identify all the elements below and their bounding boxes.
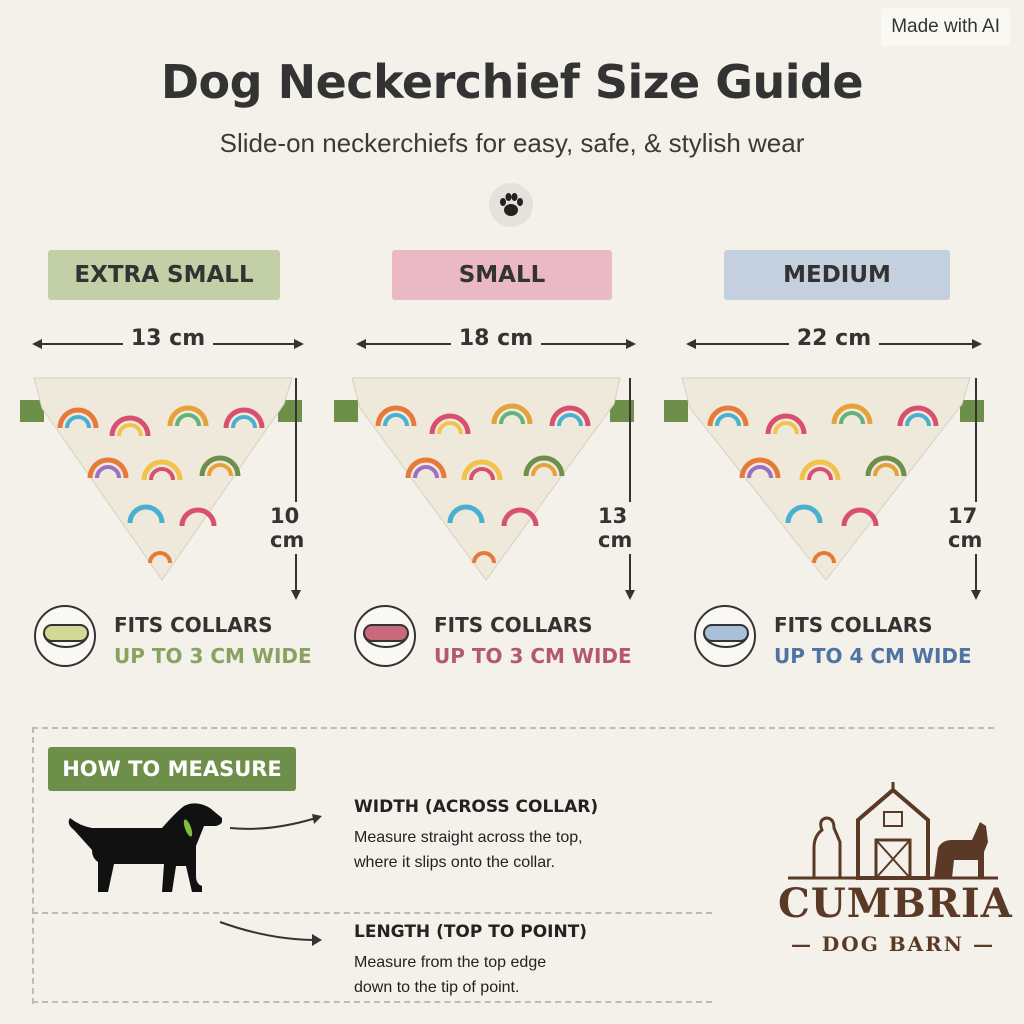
bandana-image — [664, 377, 984, 581]
collar-icon — [354, 605, 416, 667]
page-title: Dog Neckerchief Size Guide — [160, 55, 864, 109]
step-length-text: Measure from the top edge down to the ti… — [354, 954, 547, 996]
size-label: EXTRA SMALL — [48, 250, 280, 300]
how-to-measure-panel — [32, 727, 994, 1004]
cumbria-dog-barn-logo: CUMBRIA — DOG BARN — — [778, 780, 1013, 970]
paw-icon — [489, 183, 533, 227]
size-card-extra-small: EXTRA SMALL 13 cm 10 cm FITS COLLARS U — [20, 250, 340, 680]
size-card-medium: MEDIUM 22 cm 17 cm FITS COLLARS UP TO — [664, 250, 990, 680]
width-value: 22 cm — [788, 326, 880, 351]
bandana-image — [20, 377, 302, 581]
size-label: MEDIUM — [724, 250, 950, 300]
divider — [32, 1001, 712, 1003]
size-card-small: SMALL 18 cm 13 cm FITS COLLARS UP TO 3 — [334, 250, 660, 680]
length-dimension — [958, 378, 998, 607]
how-to-measure-tag: HOW TO MEASURE — [48, 747, 296, 791]
length-value: 13 cm — [598, 502, 660, 554]
brand-tagline: — DOG BARN — — [790, 932, 996, 956]
fits-collars-label: FITS COLLARS — [774, 613, 933, 637]
collar-width-limit: UP TO 3 CM WIDE — [114, 644, 312, 668]
width-dimension: 18 cm — [354, 322, 638, 362]
step-width-title: WIDTH (ACROSS COLLAR) — [354, 797, 599, 817]
length-dimension — [612, 378, 652, 607]
width-value: 13 cm — [122, 326, 214, 351]
page-subtitle: Slide-on neckerchiefs for easy, safe, & … — [219, 128, 805, 158]
bandana-image — [334, 377, 634, 581]
collar-icon — [34, 605, 96, 667]
width-value: 18 cm — [450, 326, 542, 351]
width-dimension: 13 cm — [30, 322, 306, 362]
dog-silhouette-icon — [68, 803, 222, 892]
made-with-ai-badge: Made with AI — [881, 8, 1010, 46]
arrow-icon — [219, 921, 322, 946]
step-length-title: LENGTH (TOP TO POINT) — [354, 922, 588, 942]
brand-name: CUMBRIA — [778, 880, 1013, 927]
width-dimension: 22 cm — [684, 322, 984, 362]
step-width-text: Measure straight across the top, where i… — [354, 829, 583, 871]
collar-icon — [694, 605, 756, 667]
size-label: SMALL — [392, 250, 612, 300]
fits-collars-label: FITS COLLARS — [114, 613, 273, 637]
arrow-icon — [229, 814, 322, 830]
collar-width-limit: UP TO 3 CM WIDE — [434, 644, 632, 668]
fits-collars-label: FITS COLLARS — [434, 613, 593, 637]
length-dimension — [278, 378, 318, 607]
divider — [32, 912, 712, 914]
length-value: 10 cm — [270, 502, 340, 554]
collar-width-limit: UP TO 4 CM WIDE — [774, 644, 972, 668]
barn-icon — [788, 782, 998, 880]
length-value: 17 cm — [948, 502, 990, 554]
